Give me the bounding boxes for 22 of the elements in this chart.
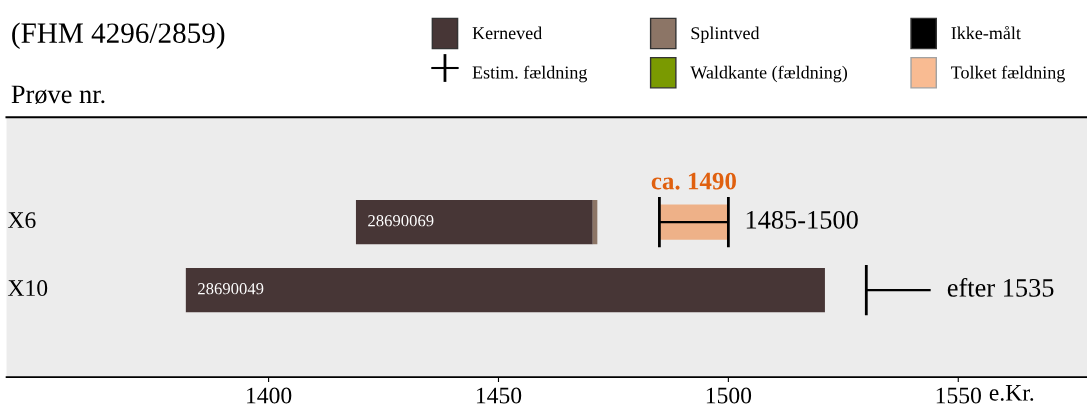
y-tick-label: X6 [7,212,36,229]
annotation: ca. 1490 [651,172,736,190]
x-tick-label: 1550 [936,387,981,404]
x-tick-label: 1500 [706,387,752,404]
legend-label: Waldkante (fældning) [690,65,848,83]
y-tick-label: X10 [7,280,48,297]
data-label: efter 1535 [947,277,1054,297]
legend-label: Splintved [691,26,760,43]
legend-label: Tolket fældning [951,65,1065,83]
bar [355,200,593,245]
x-axis-title: e.Kr. [989,385,1034,401]
annotation: 28690049 [198,283,264,295]
legend-label: Ikke-målt [951,26,1021,40]
y-axis-title: Prøve nr. [11,85,105,105]
x-tick-label: 1400 [247,387,292,404]
annotation: 28690069 [368,215,434,227]
legend-label: Kerneved [472,26,543,40]
data-label: 1485-1500 [746,210,858,229]
x-tick-label: 1450 [476,387,522,404]
bar [185,268,825,313]
legend-label: Estim. fældning [472,65,588,83]
chart-title: (FHM 4296/2859) [12,22,225,49]
